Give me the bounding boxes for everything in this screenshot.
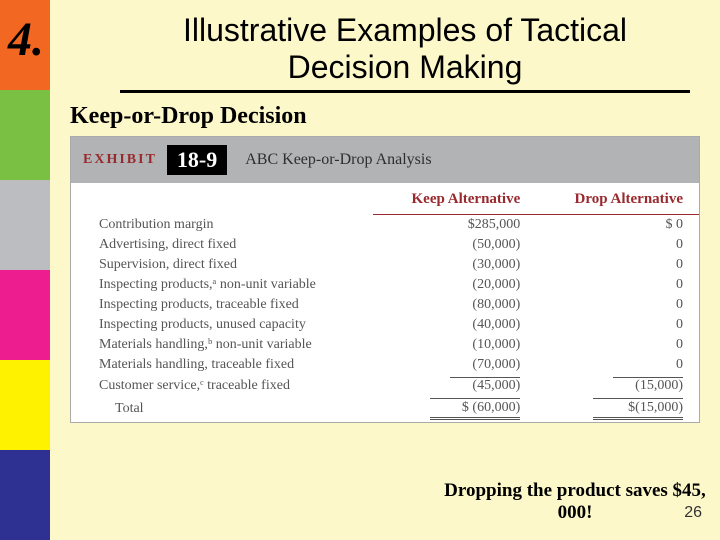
row-label: Contribution margin [71, 215, 373, 236]
total-drop-value: $(15,000) [536, 396, 699, 422]
slide-subtitle: Keep-or-Drop Decision [70, 103, 720, 130]
exhibit-label: EXHIBIT [83, 152, 157, 168]
exhibit-caption: ABC Keep-or-Drop Analysis [245, 151, 431, 169]
sidebar-color-block [0, 270, 50, 360]
row-drop-value: 0 [536, 235, 699, 255]
total-label: Total [71, 396, 373, 422]
table-row: Inspecting products, unused capacity(40,… [71, 315, 699, 335]
slide-number-badge: 4. [8, 12, 44, 67]
row-label: Materials handling,ᵇ non-unit variable [71, 335, 373, 355]
exhibit-header: EXHIBIT 18-9 ABC Keep-or-Drop Analysis [71, 137, 699, 183]
row-drop-value: 0 [536, 315, 699, 335]
sidebar-color-block [0, 180, 50, 270]
callout-text: Dropping the product saves $45, 000! [430, 480, 720, 524]
table-col-keep: Keep Alternative [373, 183, 536, 215]
color-sidebar [0, 0, 50, 540]
row-keep-value: $285,000 [373, 215, 536, 236]
table-total-row: Total$ (60,000)$(15,000) [71, 396, 699, 422]
row-drop-value: (15,000) [536, 375, 699, 396]
row-label: Supervision, direct fixed [71, 255, 373, 275]
row-keep-value: (45,000) [373, 375, 536, 396]
slide: 4. Illustrative Examples of Tactical Dec… [0, 0, 720, 540]
table-header-row: Keep Alternative Drop Alternative [71, 183, 699, 215]
row-drop-value: 0 [536, 275, 699, 295]
row-drop-value: $ 0 [536, 215, 699, 236]
table-row: Inspecting products, traceable fixed(80,… [71, 295, 699, 315]
row-keep-value: (30,000) [373, 255, 536, 275]
row-drop-value: 0 [536, 355, 699, 375]
page-number: 26 [684, 504, 702, 522]
sidebar-color-block [0, 450, 50, 540]
table-col-drop: Drop Alternative [536, 183, 699, 215]
row-keep-value: (40,000) [373, 315, 536, 335]
table-row: Customer service,ᶜ traceable fixed(45,00… [71, 375, 699, 396]
row-keep-value: (10,000) [373, 335, 536, 355]
table-col-label [71, 183, 373, 215]
exhibit-number: 18-9 [167, 145, 227, 175]
table-row: Supervision, direct fixed(30,000)0 [71, 255, 699, 275]
slide-title: Illustrative Examples of Tactical Decisi… [120, 0, 690, 93]
row-label: Advertising, direct fixed [71, 235, 373, 255]
row-label: Inspecting products,ᵃ non-unit variable [71, 275, 373, 295]
table-row: Inspecting products,ᵃ non-unit variable(… [71, 275, 699, 295]
table-row: Contribution margin$285,000$ 0 [71, 215, 699, 236]
row-label: Inspecting products, unused capacity [71, 315, 373, 335]
table-row: Advertising, direct fixed(50,000)0 [71, 235, 699, 255]
row-drop-value: 0 [536, 335, 699, 355]
row-keep-value: (50,000) [373, 235, 536, 255]
exhibit: EXHIBIT 18-9 ABC Keep-or-Drop Analysis K… [70, 136, 700, 423]
row-keep-value: (70,000) [373, 355, 536, 375]
row-label: Materials handling, traceable fixed [71, 355, 373, 375]
row-label: Customer service,ᶜ traceable fixed [71, 375, 373, 396]
table-row: Materials handling, traceable fixed(70,0… [71, 355, 699, 375]
table-row: Materials handling,ᵇ non-unit variable(1… [71, 335, 699, 355]
row-keep-value: (20,000) [373, 275, 536, 295]
row-drop-value: 0 [536, 255, 699, 275]
sidebar-color-block [0, 90, 50, 180]
row-drop-value: 0 [536, 295, 699, 315]
row-keep-value: (80,000) [373, 295, 536, 315]
slide-main: Illustrative Examples of Tactical Decisi… [50, 0, 720, 540]
analysis-table: Keep Alternative Drop Alternative Contri… [71, 183, 699, 422]
total-keep-value: $ (60,000) [373, 396, 536, 422]
sidebar-color-block [0, 360, 50, 450]
row-label: Inspecting products, traceable fixed [71, 295, 373, 315]
